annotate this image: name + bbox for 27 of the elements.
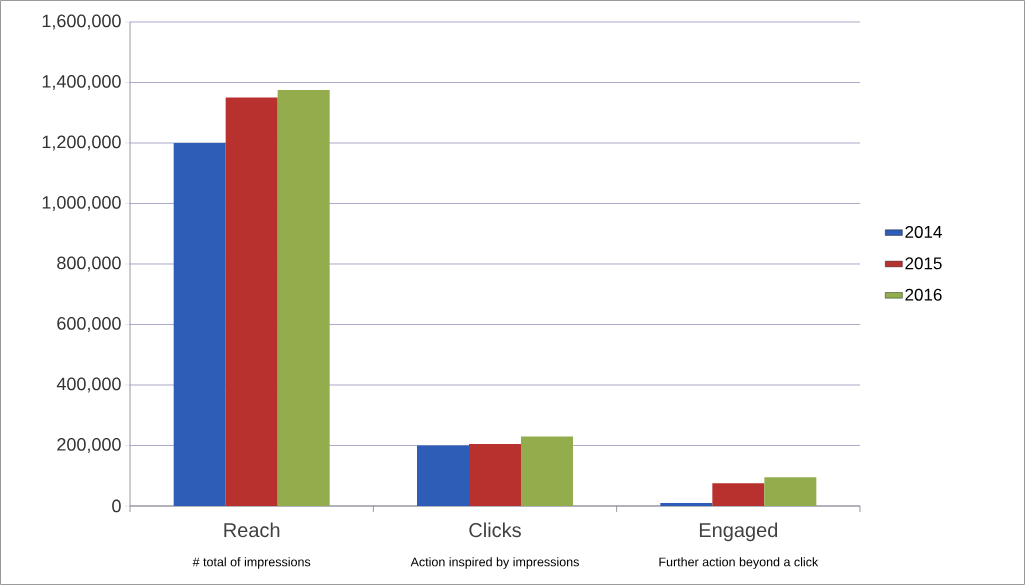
legend-label: 2014	[905, 225, 942, 238]
y-tick-label: 800,000	[57, 256, 121, 272]
x-tick-label: Engaged	[699, 522, 778, 542]
text: # total of impressions	[192, 557, 311, 569]
bar	[417, 445, 469, 506]
bar	[712, 483, 765, 506]
legend-label: 2015	[905, 257, 942, 270]
y-tick-label: 0	[112, 499, 121, 513]
text: Further action beyond a click	[659, 557, 819, 569]
bar	[277, 90, 330, 506]
y-tick-label: 1,000,000	[42, 196, 121, 211]
x-tick-label: Reach	[224, 522, 280, 538]
bar	[225, 97, 278, 506]
y-tick-label: 1,400,000	[42, 75, 121, 90]
y-tick-label: 1,600,000	[42, 14, 121, 30]
x-tick-label: Clicks	[469, 522, 521, 538]
bar	[764, 477, 817, 506]
y-tick-label: 200,000	[57, 438, 121, 453]
bar	[469, 443, 522, 506]
legend-label: 2016	[905, 288, 942, 301]
bar	[521, 436, 573, 506]
bar	[173, 142, 226, 506]
y-tick-label: 1,200,000	[42, 135, 121, 151]
bar	[660, 502, 713, 506]
y-tick-label: 400,000	[56, 377, 121, 393]
text: Action inspired by impressions	[410, 557, 579, 569]
y-tick-label: 600,000	[57, 317, 121, 332]
